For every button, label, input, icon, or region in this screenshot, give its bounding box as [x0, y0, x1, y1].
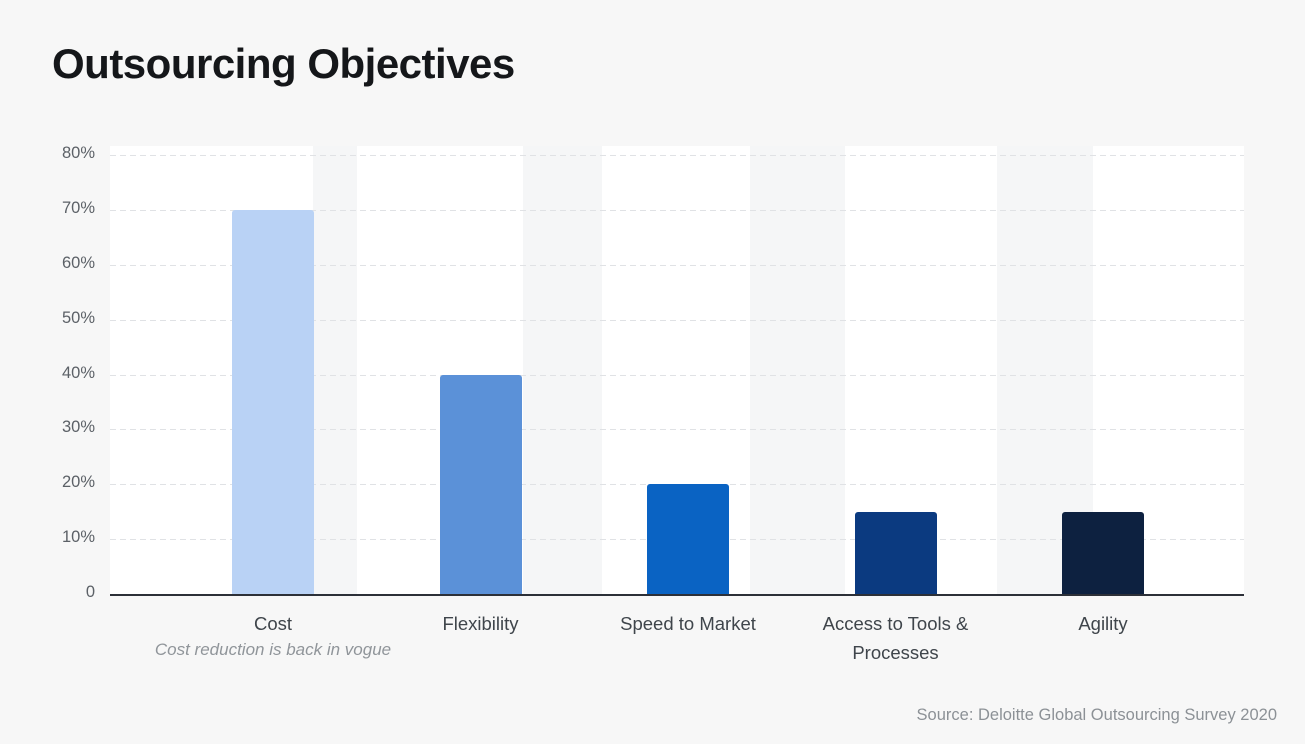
y-axis-tick-label: 50% — [61, 308, 95, 327]
y-axis-tick-label: 80% — [61, 144, 95, 162]
bar-access-to-tools-processes — [854, 511, 937, 594]
category-label: Cost — [253, 613, 293, 634]
annotation-cost: Cost reduction is back in vogue — [154, 640, 392, 659]
background-stripe — [313, 146, 357, 594]
gridline-50 — [110, 319, 1244, 321]
y-axis-tick-label: 10% — [61, 528, 95, 547]
category-label: Agility — [1078, 613, 1128, 634]
category-label: Speed to Market — [620, 613, 756, 634]
gridline-70 — [110, 209, 1244, 211]
y-axis-tick-label: 30% — [61, 418, 95, 437]
plot-area — [110, 146, 1244, 596]
category-label: Flexibility — [442, 613, 519, 634]
y-axis-tick-label: 40% — [61, 363, 95, 382]
background-stripe — [523, 146, 602, 594]
bar-speed-to-market — [647, 484, 729, 594]
gridline-30 — [110, 429, 1244, 431]
bar-agility — [1062, 511, 1144, 594]
gridline-40 — [110, 374, 1244, 376]
category-label: Access to Tools & Processes — [822, 613, 969, 663]
y-axis-tick-label: 70% — [61, 198, 95, 217]
gridline-60 — [110, 264, 1244, 266]
background-stripe — [750, 146, 845, 594]
y-axis-tick-label: 0 — [85, 583, 95, 601]
bar-flexibility — [439, 374, 522, 594]
bar-cost — [232, 209, 314, 594]
gridline-80 — [110, 155, 1244, 156]
y-axis-tick-label: 20% — [61, 473, 95, 492]
page-title: Outsourcing Objectives — [52, 40, 515, 87]
y-axis-tick-label: 60% — [61, 253, 95, 272]
source-credit: Source: Deloitte Global Outsourcing Surv… — [916, 706, 1277, 724]
